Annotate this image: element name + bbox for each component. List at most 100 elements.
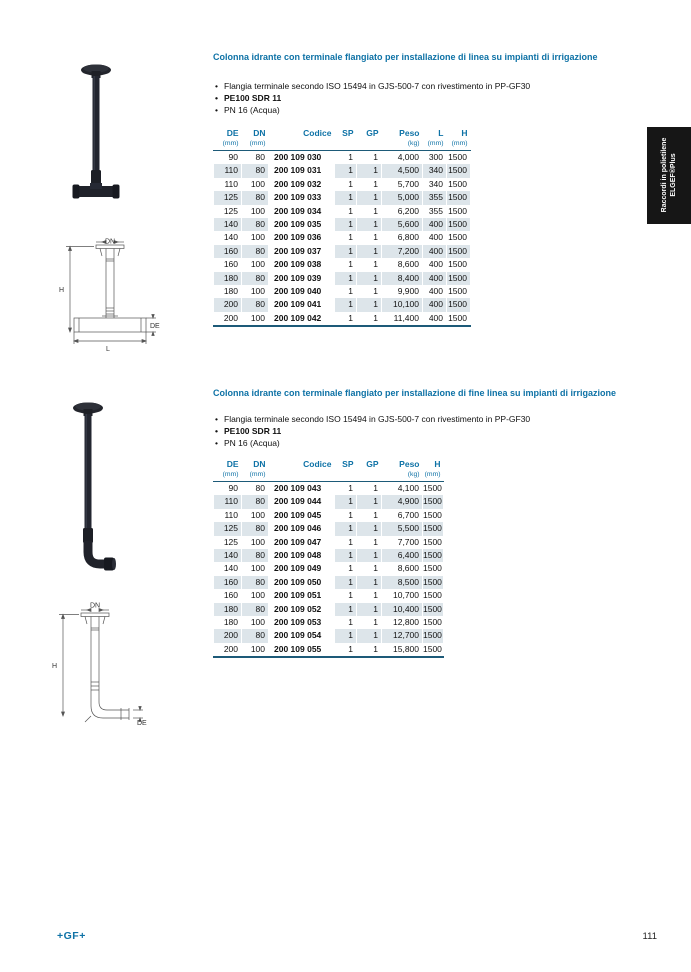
table-cell: 90 — [213, 150, 242, 165]
table-cell: 1500 — [422, 535, 444, 550]
table-cell: 1 — [334, 231, 357, 245]
table-cell: 1500 — [446, 191, 471, 205]
table-cell: 1 — [356, 589, 382, 603]
codice-cell: 200 109 036 — [268, 231, 335, 245]
chapter-tab[interactable]: Raccordi in polietilene ELGEF®Plus — [647, 127, 691, 224]
table-cell: 1 — [356, 642, 382, 658]
table-cell: 1500 — [422, 495, 444, 509]
table-cell: 80 — [241, 575, 269, 590]
table-row: 160 80 200 109 037 1 1 7,200 400 1500 — [213, 244, 471, 259]
column-unit — [334, 139, 357, 151]
codice-cell: 200 109 049 — [268, 562, 335, 576]
feature-list-line: Flangia terminale secondo ISO 15494 in G… — [215, 80, 675, 116]
dim-label-l: L — [106, 346, 110, 353]
codice-cell: 200 109 042 — [268, 311, 335, 327]
table-cell: 80 — [241, 244, 269, 259]
table-cell: 1 — [334, 311, 357, 327]
table-row: 110 80 200 109 044 1 1 4,900 1500 — [213, 495, 444, 509]
table-row: 160 100 200 109 038 1 1 8,600 400 1500 — [213, 258, 471, 272]
table-cell: 125 — [213, 522, 242, 536]
table-cell: 1500 — [446, 150, 471, 165]
table-cell: 1 — [356, 218, 382, 232]
table-cell: 100 — [241, 508, 269, 523]
table-cell: 1 — [356, 562, 382, 576]
column-unit — [268, 470, 335, 482]
table-row: 200 100 200 109 055 1 1 15,800 1500 — [213, 642, 444, 658]
table-cell: 400 — [422, 258, 447, 272]
table-cell: 110 — [213, 508, 242, 523]
table-cell: 1500 — [446, 231, 471, 245]
section-title-endline: Colonna idrante con terminale flangiato … — [213, 388, 617, 398]
table-cell: 1500 — [446, 164, 471, 178]
table-cell: 100 — [241, 616, 269, 630]
table-cell: 1 — [334, 285, 357, 299]
table-cell: 300 — [422, 150, 447, 165]
table-cell: 1 — [334, 191, 357, 205]
table-cell: 160 — [213, 575, 242, 590]
table-row: 200 80 200 109 041 1 1 10,100 400 1500 — [213, 298, 471, 312]
table-cell: 1500 — [446, 298, 471, 312]
codice-cell: 200 109 031 — [268, 164, 335, 178]
table-cell: 10,100 — [381, 298, 423, 312]
dim-label-h: H — [59, 287, 64, 294]
table-cell: 1500 — [422, 602, 444, 617]
table-cell: 80 — [241, 271, 269, 286]
table-cell: 180 — [213, 602, 242, 617]
table-row: 110 100 200 109 032 1 1 5,700 340 1500 — [213, 177, 471, 192]
table-cell: 6,200 — [381, 204, 423, 219]
codice-cell: 200 109 054 — [268, 629, 335, 643]
feature-bullet: Flangia terminale secondo ISO 15494 in G… — [215, 413, 675, 425]
table-cell: 1500 — [422, 589, 444, 603]
table-cell: 1 — [356, 575, 382, 590]
hydrant-column-tee-photo — [72, 64, 120, 199]
table-cell: 1 — [356, 629, 382, 643]
chapter-tab-text: Raccordi in polietilene ELGEF®Plus — [647, 127, 691, 223]
dimension-drawing-tee: DN H DE L — [59, 239, 160, 354]
table-cell: 140 — [213, 231, 242, 245]
codice-cell: 200 109 055 — [268, 642, 335, 658]
table-cell: 100 — [241, 231, 269, 245]
dim-label-dn: DN — [105, 239, 115, 246]
table-cell: 110 — [213, 495, 242, 509]
codice-cell: 200 109 033 — [268, 191, 335, 205]
dim-label-h: H — [52, 663, 57, 670]
column-unit: (mm) — [422, 139, 447, 151]
table-cell: 1500 — [422, 549, 444, 563]
table-cell: 1500 — [422, 616, 444, 630]
table-cell: 125 — [213, 191, 242, 205]
table-cell: 140 — [213, 549, 242, 563]
codice-cell: 200 109 050 — [268, 575, 335, 590]
dim-label-dn: DN — [90, 603, 100, 610]
table-cell: 180 — [213, 271, 242, 286]
codice-cell: 200 109 048 — [268, 549, 335, 563]
table-cell: 12,700 — [381, 629, 423, 643]
table-cell: 1500 — [422, 481, 444, 496]
table-row: 140 100 200 109 036 1 1 6,800 400 1500 — [213, 231, 471, 245]
codice-cell: 200 109 035 — [268, 218, 335, 232]
table-cell: 1500 — [446, 271, 471, 286]
table-cell: 8,600 — [381, 562, 423, 576]
table-cell: 80 — [241, 218, 269, 232]
table-cell: 12,800 — [381, 616, 423, 630]
table-cell: 6,700 — [381, 508, 423, 523]
table-cell: 4,900 — [381, 495, 423, 509]
column-header: H — [434, 459, 441, 469]
table-cell: 1 — [334, 177, 357, 192]
column-header: SP — [342, 128, 354, 138]
table-cell: 80 — [241, 602, 269, 617]
table-cell: 10,700 — [381, 589, 423, 603]
table-cell: 7,200 — [381, 244, 423, 259]
table-cell: 160 — [213, 589, 242, 603]
table-cell: 1 — [334, 244, 357, 259]
table-cell: 100 — [241, 562, 269, 576]
table-cell: 100 — [241, 177, 269, 192]
table-row: 180 100 200 109 053 1 1 12,800 1500 — [213, 616, 444, 630]
table-cell: 1 — [334, 258, 357, 272]
table-cell: 1500 — [446, 177, 471, 192]
hydrant-column-elbow-photo — [73, 402, 116, 571]
table-cell: 11,400 — [381, 311, 423, 327]
table-cell: 80 — [241, 298, 269, 312]
table-cell: 4,100 — [381, 481, 423, 496]
table-row: 110 80 200 109 031 1 1 4,500 340 1500 — [213, 164, 471, 178]
table-cell: 4,000 — [381, 150, 423, 165]
